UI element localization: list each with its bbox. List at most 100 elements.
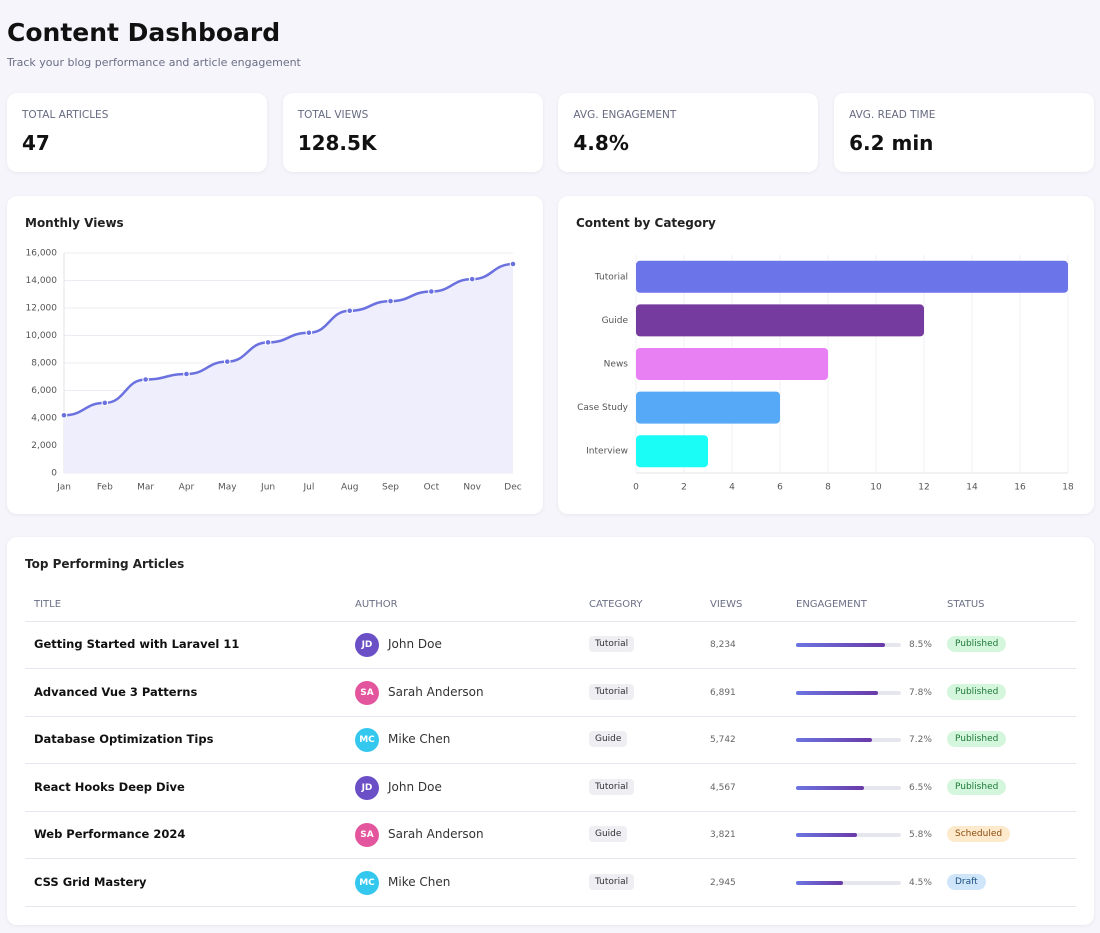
avatar: JD: [355, 775, 379, 800]
author: Sarah Anderson: [388, 827, 484, 842]
row-divider: [25, 668, 1076, 669]
author: John Doe: [388, 637, 442, 651]
views: 2,945: [710, 878, 736, 888]
y-tick-label: 14,000: [26, 276, 58, 286]
author: Mike Chen: [388, 875, 451, 889]
y-tick-label: Interview: [586, 447, 628, 457]
row-divider: [25, 810, 1076, 812]
x-tick-label: Oct: [424, 483, 440, 493]
bar: [636, 304, 924, 337]
stat-card: TOTAL ARTICLES 47: [7, 93, 267, 172]
stat-value: 47: [22, 131, 50, 155]
stat-card: TOTAL VIEWS 128.5K: [282, 93, 543, 172]
status-badge: Published: [947, 778, 1007, 795]
stat-label: AVG. ENGAGEMENT: [573, 109, 677, 121]
x-tick-label: Nov: [463, 483, 481, 493]
y-tick-label: Tutorial: [594, 272, 628, 282]
y-tick-label: News: [604, 360, 629, 370]
y-tick-label: 4,000: [31, 414, 57, 424]
table-card: Top Performing Articles TITLE AUTHOR CATEG…: [7, 537, 1094, 925]
point: [142, 376, 149, 383]
y-tick-label: 12,000: [26, 304, 58, 314]
engagement-bar: [796, 738, 872, 743]
x-tick-label: Aug: [341, 483, 359, 493]
area: [64, 264, 513, 473]
page-title: Content Dashboard: [7, 18, 281, 47]
x-tick-label: 4: [729, 483, 735, 493]
bar: [636, 260, 1068, 293]
x-tick-label: May: [218, 483, 237, 493]
engagement-bar: [796, 690, 878, 695]
x-tick-label: Jul: [302, 483, 314, 493]
y-tick-label: 0: [51, 469, 57, 479]
bar-chart: 0 2 4 6 8 10 12 14 16 18 Tutorial Guide News Case Stu…: [577, 255, 1074, 493]
status-badge: Scheduled: [947, 826, 1011, 843]
stat-value: 4.8%: [573, 131, 629, 155]
author: Sarah Anderson: [388, 684, 484, 699]
avatar: JD: [355, 633, 379, 657]
article-title: Advanced Vue 3 Patterns: [34, 684, 198, 699]
avatar: MC: [355, 871, 379, 895]
stat-value: 128.5K: [297, 131, 377, 155]
chart-title: Monthly Views: [25, 216, 124, 230]
category-badge: Tutorial: [589, 683, 635, 700]
column-header: VIEWS: [710, 599, 743, 610]
point: [468, 275, 476, 283]
status-badge: Draft: [947, 874, 986, 890]
engagement-track: [796, 881, 901, 885]
bar-card: Content by Category 0 2 4 6 8 10 12 14 16 18 Tutor…: [558, 196, 1094, 514]
row-divider: [25, 858, 1076, 860]
stat-card: AVG. ENGAGEMENT 4.8%: [558, 93, 819, 172]
x-tick-label: 2: [681, 483, 687, 493]
category-badge: Tutorial: [589, 778, 635, 795]
status-badge: Published: [947, 683, 1007, 700]
row-divider: [25, 763, 1076, 765]
stat-label: TOTAL VIEWS: [297, 109, 369, 121]
author: Mike Chen: [388, 732, 451, 747]
y-tick-label: Case Study: [577, 403, 629, 413]
table-title: Top Performing Articles: [25, 557, 185, 571]
status-badge: Published: [947, 636, 1007, 652]
x-tick-label: 18: [1062, 483, 1074, 493]
views: 6,891: [710, 687, 736, 698]
views: 5,742: [710, 735, 736, 746]
x-tick-label: Sep: [382, 483, 399, 493]
views: 8,234: [710, 640, 736, 650]
stat-value: 6.2 min: [849, 131, 934, 155]
engagement-label: 7.2%: [909, 735, 932, 746]
bar: [636, 435, 708, 468]
category-badge: Tutorial: [589, 874, 635, 890]
row-divider: [25, 621, 1076, 622]
point: [346, 307, 354, 315]
point: [387, 297, 394, 305]
engagement-label: 4.5%: [909, 878, 932, 888]
point: [264, 339, 272, 346]
x-tick-label: 14: [966, 483, 978, 493]
avatar: SA: [355, 680, 379, 705]
engagement-bar: [796, 785, 865, 790]
point: [305, 329, 313, 337]
engagement-label: 6.5%: [909, 782, 932, 793]
x-tick-label: 6: [777, 483, 783, 493]
line-card: Monthly Views 0 2,000 4,000 6,000 8,000 10,00…: [7, 196, 543, 514]
x-tick-label: 10: [870, 483, 882, 493]
y-tick-label: 10,000: [26, 331, 58, 341]
column-header: CATEGORY: [589, 599, 643, 610]
point: [60, 411, 68, 419]
point: [101, 399, 109, 407]
views: 3,821: [710, 830, 736, 841]
stat-card: AVG. READ TIME 6.2 min: [834, 93, 1095, 172]
stat-label: AVG. READ TIME: [849, 109, 936, 121]
line: [63, 262, 514, 417]
article-title: CSS Grid Mastery: [34, 875, 147, 889]
x-tick-label: 8: [825, 483, 831, 493]
page-subtitle: Track your blog performance and article …: [7, 56, 301, 69]
column-header: TITLE: [34, 599, 62, 610]
point: [509, 260, 517, 268]
column-header: ENGAGEMENT: [796, 599, 867, 610]
author: John Doe: [388, 779, 442, 794]
engagement-label: 8.5%: [909, 640, 932, 650]
point: [183, 370, 190, 378]
category-badge: Guide: [589, 731, 628, 748]
